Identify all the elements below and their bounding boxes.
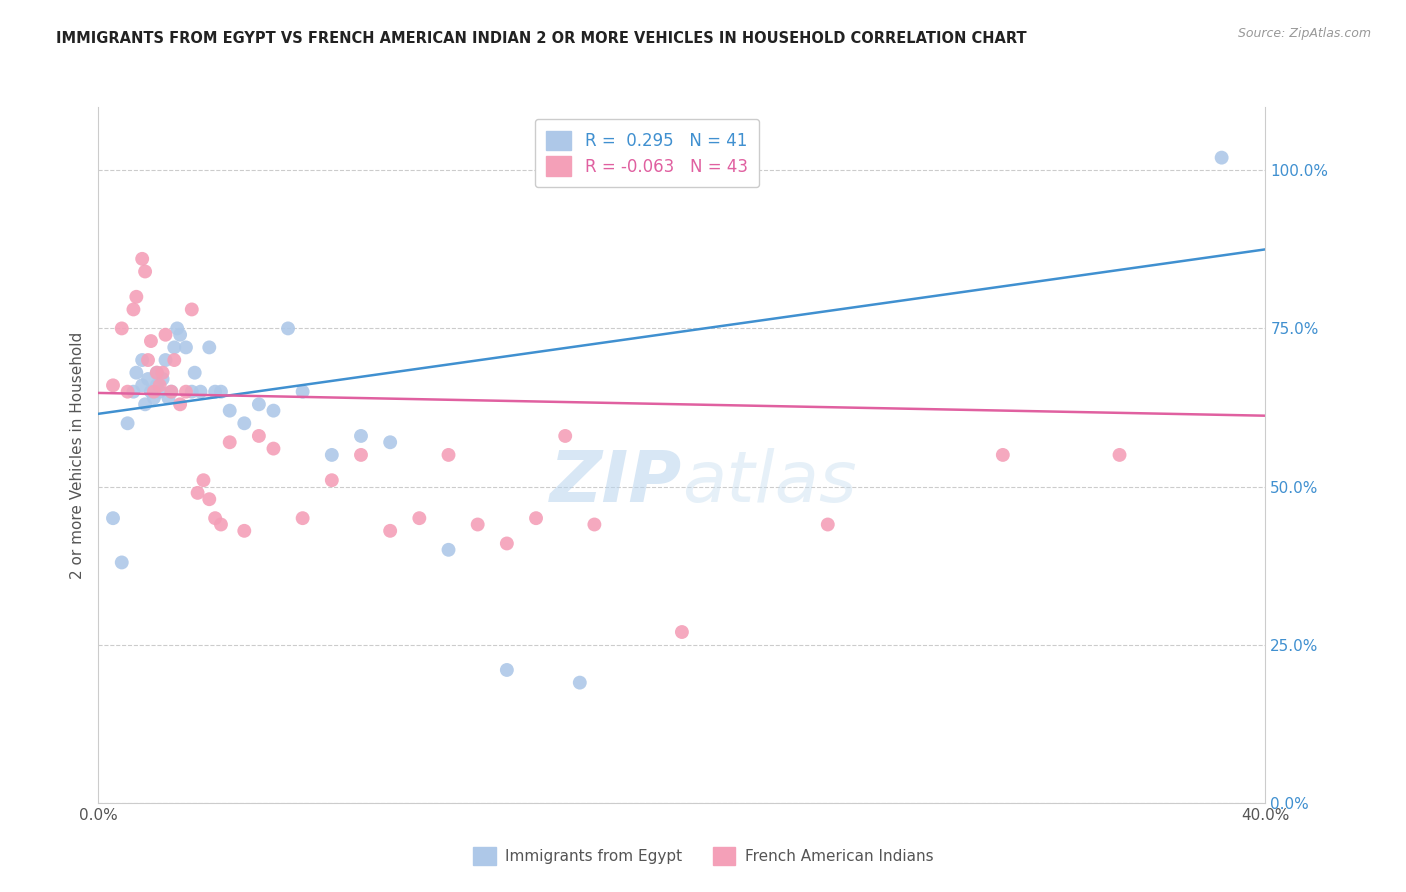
Legend: R =  0.295   N = 41, R = -0.063   N = 43: R = 0.295 N = 41, R = -0.063 N = 43 — [534, 119, 759, 187]
Point — [671, 625, 693, 640]
Point — [155, 353, 177, 368]
Point — [111, 556, 134, 570]
Point — [160, 384, 183, 399]
Point — [134, 397, 156, 411]
Point — [291, 511, 314, 525]
Point — [122, 302, 145, 317]
Point — [209, 517, 232, 532]
Point — [350, 429, 373, 443]
Y-axis label: 2 or more Vehicles in Household: 2 or more Vehicles in Household — [69, 331, 84, 579]
Point — [817, 517, 839, 532]
Point — [136, 372, 159, 386]
Point — [101, 511, 124, 525]
Point — [262, 403, 284, 417]
Point — [122, 384, 145, 399]
Point — [169, 397, 191, 411]
Text: Source: ZipAtlas.com: Source: ZipAtlas.com — [1237, 27, 1371, 40]
Point — [139, 384, 162, 399]
Point — [408, 511, 430, 525]
Point — [437, 448, 460, 462]
Point — [350, 448, 373, 462]
Point — [146, 366, 169, 380]
Point — [149, 378, 172, 392]
Point — [247, 397, 270, 411]
Point — [131, 252, 153, 266]
Point — [378, 524, 402, 538]
Point — [152, 372, 174, 386]
Point — [437, 542, 460, 557]
Point — [583, 517, 606, 532]
Point — [1108, 448, 1130, 462]
Point — [190, 384, 212, 399]
Point — [277, 321, 299, 335]
Point — [157, 391, 180, 405]
Point — [495, 536, 517, 550]
Point — [180, 302, 202, 317]
Point — [204, 384, 226, 399]
Point — [1211, 151, 1233, 165]
Point — [247, 429, 270, 443]
Point — [183, 366, 205, 380]
Point — [233, 524, 256, 538]
Point — [152, 366, 174, 380]
Point — [136, 353, 159, 368]
Text: IMMIGRANTS FROM EGYPT VS FRENCH AMERICAN INDIAN 2 OR MORE VEHICLES IN HOUSEHOLD : IMMIGRANTS FROM EGYPT VS FRENCH AMERICAN… — [56, 31, 1026, 46]
Point — [142, 391, 165, 405]
Point — [131, 378, 153, 392]
Point — [218, 435, 240, 450]
Point — [193, 473, 215, 487]
Point — [321, 448, 343, 462]
Point — [117, 384, 139, 399]
Point — [111, 321, 134, 335]
Point — [101, 378, 124, 392]
Point — [169, 327, 191, 342]
Point — [142, 384, 165, 399]
Point — [321, 473, 343, 487]
Point — [198, 492, 221, 507]
Legend: Immigrants from Egypt, French American Indians: Immigrants from Egypt, French American I… — [467, 841, 939, 871]
Point — [163, 353, 186, 368]
Point — [467, 517, 489, 532]
Point — [134, 264, 156, 278]
Text: ZIP: ZIP — [550, 449, 682, 517]
Point — [174, 340, 197, 354]
Point — [125, 366, 148, 380]
Point — [163, 340, 186, 354]
Point — [117, 417, 139, 431]
Point — [524, 511, 547, 525]
Point — [262, 442, 284, 456]
Point — [160, 384, 183, 399]
Point — [198, 340, 221, 354]
Point — [146, 366, 169, 380]
Point — [209, 384, 232, 399]
Point — [180, 384, 202, 399]
Point — [495, 663, 517, 677]
Point — [204, 511, 226, 525]
Point — [131, 353, 153, 368]
Point — [146, 378, 169, 392]
Point — [166, 321, 188, 335]
Point — [291, 384, 314, 399]
Point — [187, 486, 209, 500]
Point — [139, 334, 162, 348]
Point — [991, 448, 1014, 462]
Point — [233, 417, 256, 431]
Point — [155, 327, 177, 342]
Text: atlas: atlas — [682, 449, 856, 517]
Point — [568, 675, 591, 690]
Point — [174, 384, 197, 399]
Point — [218, 403, 240, 417]
Point — [125, 290, 148, 304]
Point — [554, 429, 576, 443]
Point — [149, 384, 172, 399]
Point — [378, 435, 402, 450]
